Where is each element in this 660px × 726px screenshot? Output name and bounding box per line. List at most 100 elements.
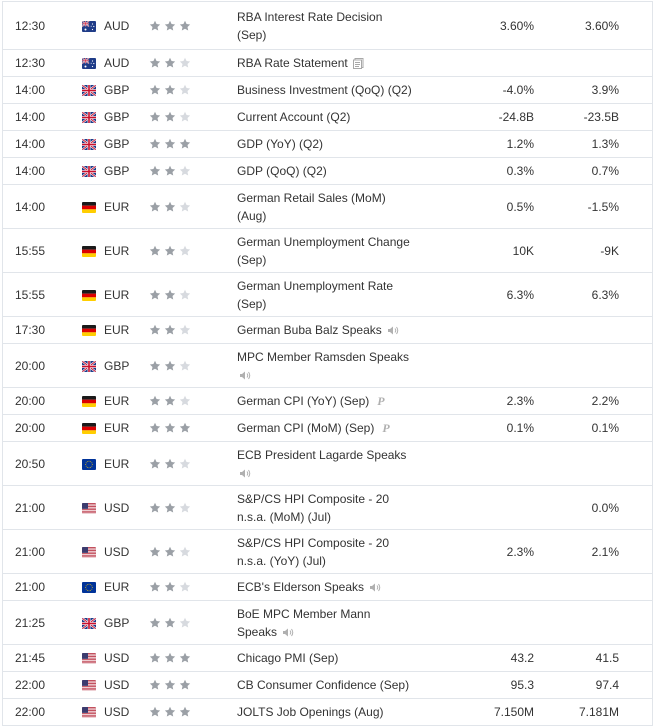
- event-name[interactable]: ECB President Lagarde Speaks: [237, 442, 497, 485]
- event-name[interactable]: German Buba Balz Speaks: [237, 317, 497, 343]
- event-title-continued[interactable]: Speaks: [237, 624, 278, 639]
- previous-value: 3.60%: [584, 18, 619, 33]
- previous-value: [533, 442, 619, 485]
- event-time: 21:00: [15, 500, 46, 515]
- event-title[interactable]: S&P/CS HPI Composite - 20: [237, 491, 390, 506]
- event-title[interactable]: BoE MPC Member Mann: [237, 606, 371, 621]
- event-title[interactable]: Business Investment (QoQ) (Q2): [237, 83, 412, 97]
- actual-value: [433, 486, 534, 529]
- calendar-row[interactable]: 20:00 EUR German CPI (YoY) (Sep) P 2.3% 2.2%: [3, 388, 652, 415]
- calendar-row[interactable]: 15:55 EUR German Unemployment Rate (Sep) 6.3…: [3, 273, 652, 317]
- event-name[interactable]: S&P/CS HPI Composite - 20 n.s.a. (YoY) (J…: [237, 530, 497, 573]
- calendar-row[interactable]: 20:50 EUR ECB President Lagarde Speaks: [3, 442, 652, 486]
- event-title[interactable]: ECB's Elderson Speaks: [237, 580, 365, 594]
- event-name[interactable]: GDP (YoY) (Q2): [237, 131, 497, 157]
- calendar-row[interactable]: 17:30 EUR German Buba Balz Speaks: [3, 317, 652, 344]
- event-name[interactable]: RBA Rate Statement: [237, 50, 497, 76]
- event-time: 21:00: [15, 580, 46, 594]
- event-name[interactable]: Chicago PMI (Sep): [237, 645, 497, 671]
- preliminary-icon[interactable]: P: [377, 394, 385, 408]
- calendar-row[interactable]: 21:00 EUR ECB's Elderson Speaks: [3, 574, 652, 601]
- event-title[interactable]: MPC Member Ramsden Speaks: [237, 349, 410, 364]
- calendar-row[interactable]: 12:30 AUD RBA Interest Rate Decision (Sep) 3…: [3, 2, 652, 50]
- calendar-row[interactable]: 21:00 USD S&P/CS HPI Composite - 20 n.s.a. …: [3, 530, 652, 574]
- calendar-row[interactable]: 20:00 GBP MPC Member Ramsden Speaks: [3, 344, 652, 388]
- event-title[interactable]: RBA Rate Statement: [237, 56, 348, 70]
- calendar-row[interactable]: 14:00 GBP GDP (YoY) (Q2) 1.2% 1.3%: [3, 131, 652, 158]
- event-title-continued[interactable]: (Sep): [237, 296, 267, 311]
- event-name[interactable]: BoE MPC Member Mann Speaks: [237, 601, 497, 644]
- previous-value: 7.181M: [578, 705, 619, 719]
- event-name[interactable]: German Unemployment Change (Sep): [237, 229, 497, 272]
- currency-code: EUR: [104, 394, 130, 408]
- calendar-row[interactable]: 21:25 GBP BoE MPC Member Mann Speaks: [3, 601, 652, 645]
- event-name[interactable]: GDP (QoQ) (Q2): [237, 158, 497, 184]
- importance-star-filled-icon: [149, 395, 161, 406]
- event-title[interactable]: GDP (YoY) (Q2): [237, 137, 324, 151]
- event-title[interactable]: CB Consumer Confidence (Sep): [237, 678, 410, 692]
- actual-value: 6.3%: [506, 287, 534, 302]
- event-title[interactable]: Chicago PMI (Sep): [237, 651, 339, 665]
- calendar-row[interactable]: 21:45 USD Chicago PMI (Sep) 43.2 41.5: [3, 645, 652, 672]
- event-title[interactable]: German Unemployment Rate: [237, 278, 394, 293]
- importance-star-filled-icon: [149, 652, 161, 663]
- calendar-row[interactable]: 14:00 GBP Current Account (Q2) -24.8B -23.5B: [3, 104, 652, 131]
- event-name[interactable]: S&P/CS HPI Composite - 20 n.s.a. (MoM) (J…: [237, 486, 497, 529]
- event-time: 14:00: [15, 83, 46, 97]
- event-title[interactable]: RBA Interest Rate Decision: [237, 9, 383, 24]
- event-name[interactable]: German Unemployment Rate (Sep): [237, 273, 497, 316]
- event-time: 22:00: [15, 705, 46, 719]
- event-time: 22:00: [15, 678, 46, 692]
- event-name[interactable]: CB Consumer Confidence (Sep): [237, 672, 497, 698]
- event-title-continued[interactable]: (Sep): [237, 252, 267, 267]
- event-title[interactable]: GDP (QoQ) (Q2): [237, 164, 327, 178]
- preliminary-icon[interactable]: P: [382, 421, 390, 435]
- speaker-icon[interactable]: [282, 627, 294, 638]
- event-title-continued[interactable]: (Sep): [237, 27, 267, 42]
- event-title[interactable]: German Unemployment Change: [237, 234, 410, 249]
- event-title-continued[interactable]: n.s.a. (YoY) (Jul): [237, 553, 326, 568]
- event-title[interactable]: JOLTS Job Openings (Aug): [237, 705, 384, 719]
- event-name[interactable]: German CPI (MoM) (Sep) P: [237, 415, 497, 441]
- event-title[interactable]: German Buba Balz Speaks: [237, 323, 382, 337]
- calendar-row[interactable]: 15:55 EUR German Unemployment Change (Sep) 1…: [3, 229, 652, 273]
- event-name[interactable]: ECB's Elderson Speaks: [237, 574, 497, 600]
- event-name[interactable]: MPC Member Ramsden Speaks: [237, 344, 497, 387]
- event-title[interactable]: Current Account (Q2): [237, 110, 351, 124]
- event-title[interactable]: German CPI (YoY) (Sep): [237, 394, 370, 408]
- actual-value: 10K: [512, 243, 534, 258]
- importance-rating: [149, 317, 199, 343]
- calendar-row[interactable]: 20:00 EUR German CPI (MoM) (Sep) P 0.1% 0.1%: [3, 415, 652, 442]
- speaker-icon[interactable]: [369, 582, 381, 593]
- speaker-icon[interactable]: [239, 468, 251, 479]
- document-icon[interactable]: [352, 58, 364, 70]
- calendar-row[interactable]: 14:00 GBP Business Investment (QoQ) (Q2) -4…: [3, 77, 652, 104]
- calendar-row[interactable]: 22:00 USD JOLTS Job Openings (Aug) 7.150M 7.…: [3, 699, 652, 726]
- event-title[interactable]: German Retail Sales (MoM): [237, 190, 386, 205]
- event-title[interactable]: ECB President Lagarde Speaks: [237, 447, 407, 462]
- calendar-row[interactable]: 22:00 USD CB Consumer Confidence (Sep) 95.3…: [3, 672, 652, 699]
- event-name[interactable]: RBA Interest Rate Decision (Sep): [237, 2, 497, 49]
- importance-rating: [149, 185, 199, 228]
- previous-value: 0.1%: [591, 421, 619, 435]
- importance-star-filled-icon: [149, 617, 161, 628]
- event-title[interactable]: German CPI (MoM) (Sep): [237, 421, 375, 435]
- speaker-icon[interactable]: [239, 370, 251, 381]
- us-flag-icon: [82, 546, 96, 558]
- event-name[interactable]: German CPI (YoY) (Sep) P: [237, 388, 497, 414]
- actual-value: 2.3%: [506, 394, 534, 408]
- event-name[interactable]: Business Investment (QoQ) (Q2): [237, 77, 497, 103]
- calendar-row[interactable]: 21:00 USD S&P/CS HPI Composite - 20 n.s.a. …: [3, 486, 652, 530]
- event-title-continued[interactable]: (Aug): [237, 208, 267, 223]
- calendar-row[interactable]: 14:00 GBP GDP (QoQ) (Q2) 0.3% 0.7%: [3, 158, 652, 185]
- currency-code: EUR: [104, 243, 130, 258]
- event-title-continued[interactable]: n.s.a. (MoM) (Jul): [237, 509, 332, 524]
- calendar-row[interactable]: 14:00 EUR German Retail Sales (MoM) (Aug) 0.…: [3, 185, 652, 229]
- event-time: 15:55: [15, 287, 46, 302]
- calendar-row[interactable]: 12:30 AUD RBA Rate Statement: [3, 50, 652, 77]
- event-name[interactable]: German Retail Sales (MoM) (Aug): [237, 185, 497, 228]
- importance-star-filled-icon: [149, 138, 161, 149]
- event-title[interactable]: S&P/CS HPI Composite - 20: [237, 535, 390, 550]
- event-name[interactable]: Current Account (Q2): [237, 104, 497, 130]
- speaker-icon[interactable]: [387, 325, 399, 336]
